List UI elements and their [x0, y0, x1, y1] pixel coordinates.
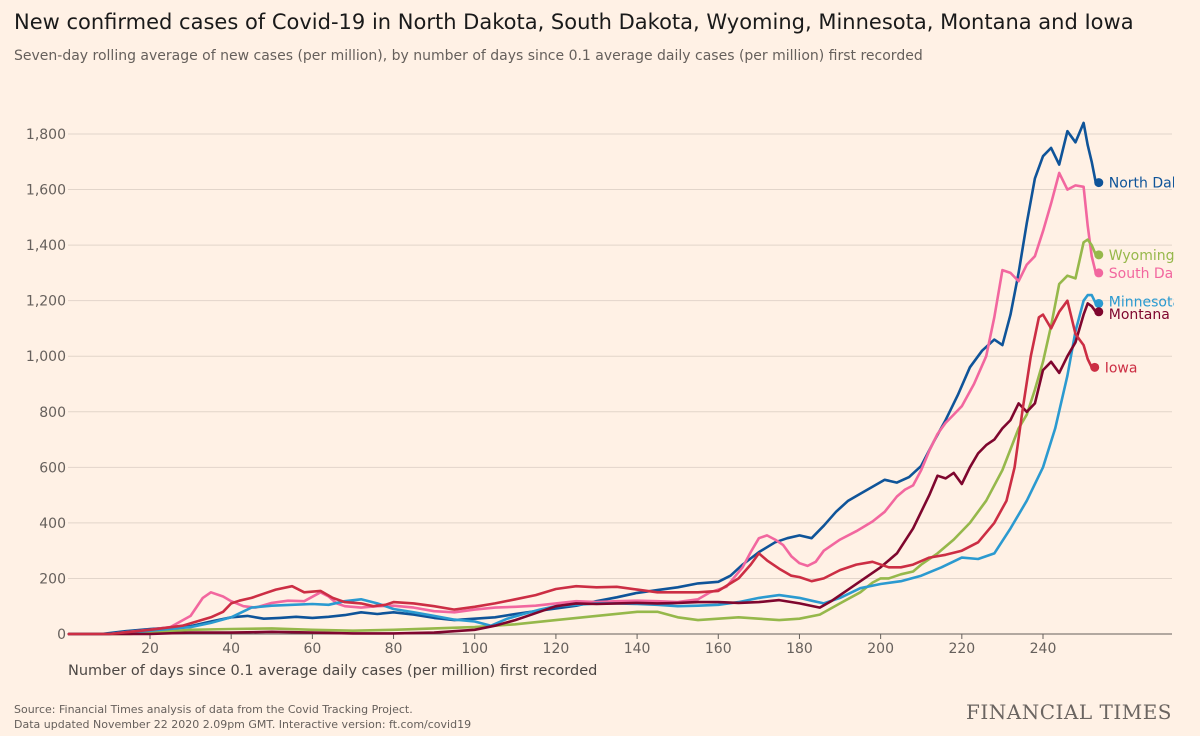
x-tick-label: 200 [867, 641, 894, 657]
x-tick-label: 40 [222, 641, 240, 657]
y-tick-label: 600 [39, 460, 66, 476]
x-tick-label: 240 [1030, 641, 1057, 657]
series-end-label: Iowa [1105, 360, 1138, 376]
series-line-south-dakota [67, 171, 1098, 636]
series-end-label: North Dak [1109, 176, 1181, 192]
chart-title: New confirmed cases of Covid-19 in North… [14, 10, 1134, 34]
x-axis-ticks: 20 40 60 80 100 120 140 160 180 200 220 240 [141, 634, 1056, 657]
series-line-north-dakota [67, 121, 1098, 636]
end-marker [1094, 268, 1104, 278]
y-tick-label: 800 [39, 405, 66, 421]
y-tick-label: 200 [39, 571, 66, 587]
series-line-montana [67, 302, 1098, 636]
y-tick-label: 1,200 [26, 294, 66, 310]
x-tick-label: 160 [705, 641, 732, 657]
y-axis-tick-labels: 0 200 400 600 800 1,000 1,200 1,400 1,600 1,800 [26, 127, 66, 643]
x-tick-label: 140 [624, 641, 651, 657]
x-tick-label: 180 [786, 641, 813, 657]
y-tick-label: 1,400 [26, 238, 66, 254]
y-tick-label: 1,000 [26, 349, 66, 365]
x-tick-label: 60 [303, 641, 321, 657]
end-marker [1094, 307, 1104, 317]
x-tick-label: 20 [141, 641, 159, 657]
x-axis-label: Number of days since 0.1 average daily c… [68, 663, 597, 679]
source-note: Source: Financial Times analysis of data… [14, 702, 471, 732]
series-line-wyoming [67, 238, 1098, 636]
source-line-2: Data updated November 22 2020 2.09pm GMT… [14, 718, 472, 731]
x-tick-label: 80 [385, 641, 403, 657]
y-tick-label: 1,800 [26, 127, 66, 143]
y-tick-label: 400 [39, 516, 66, 532]
x-tick-label: 100 [461, 641, 488, 657]
y-tick-label: 0 [57, 627, 66, 643]
series-end-label: South Dak [1109, 266, 1182, 282]
series-line-iowa [67, 299, 1093, 636]
end-marker [1094, 178, 1104, 188]
financial-times-logo: FINANCIAL TIMES [965, 700, 1172, 724]
y-gridlines [68, 133, 1172, 579]
series-lines [67, 121, 1098, 636]
end-marker [1090, 362, 1100, 372]
end-marker [1094, 298, 1104, 308]
x-tick-label: 120 [543, 641, 570, 657]
series-end-markers: North Dak South Dak Wyoming MinnesotaMontan… [1090, 176, 1182, 376]
chart-subtitle: Seven-day rolling average of new cases (… [14, 48, 923, 64]
series-end-label: Montana [1109, 307, 1170, 323]
series-line-minnesota [67, 293, 1098, 636]
x-tick-label: 220 [948, 641, 975, 657]
y-tick-label: 1,600 [26, 183, 66, 199]
source-line-1: Source: Financial Times analysis of data… [14, 703, 413, 716]
series-end-label: Wyoming [1109, 248, 1175, 264]
series-end-label: Minnesota [1109, 294, 1181, 310]
end-marker [1094, 250, 1104, 260]
